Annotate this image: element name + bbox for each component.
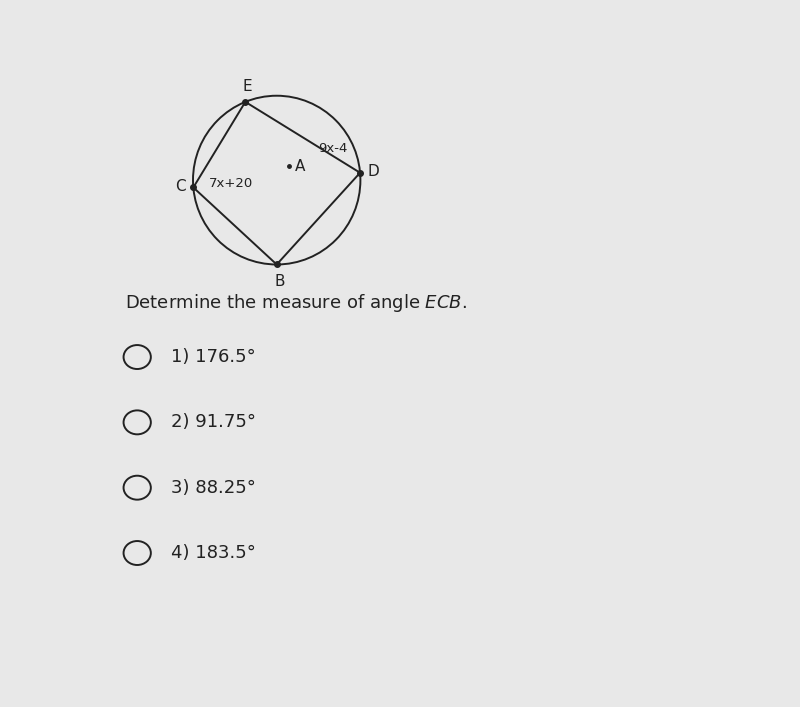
Text: B: B — [274, 274, 285, 289]
Text: E: E — [242, 78, 252, 94]
Text: 4) 183.5°: 4) 183.5° — [171, 544, 256, 562]
Text: 3) 88.25°: 3) 88.25° — [171, 479, 256, 497]
Text: C: C — [175, 179, 186, 194]
Text: 1) 176.5°: 1) 176.5° — [171, 348, 256, 366]
Text: A: A — [295, 159, 306, 174]
Text: 2) 91.75°: 2) 91.75° — [171, 414, 256, 431]
Text: Determine the measure of angle $\it{ECB}$.: Determine the measure of angle $\it{ECB}… — [125, 291, 466, 314]
Text: 7x+20: 7x+20 — [209, 177, 253, 189]
Text: D: D — [367, 164, 379, 179]
Text: 9x-4: 9x-4 — [318, 142, 348, 155]
